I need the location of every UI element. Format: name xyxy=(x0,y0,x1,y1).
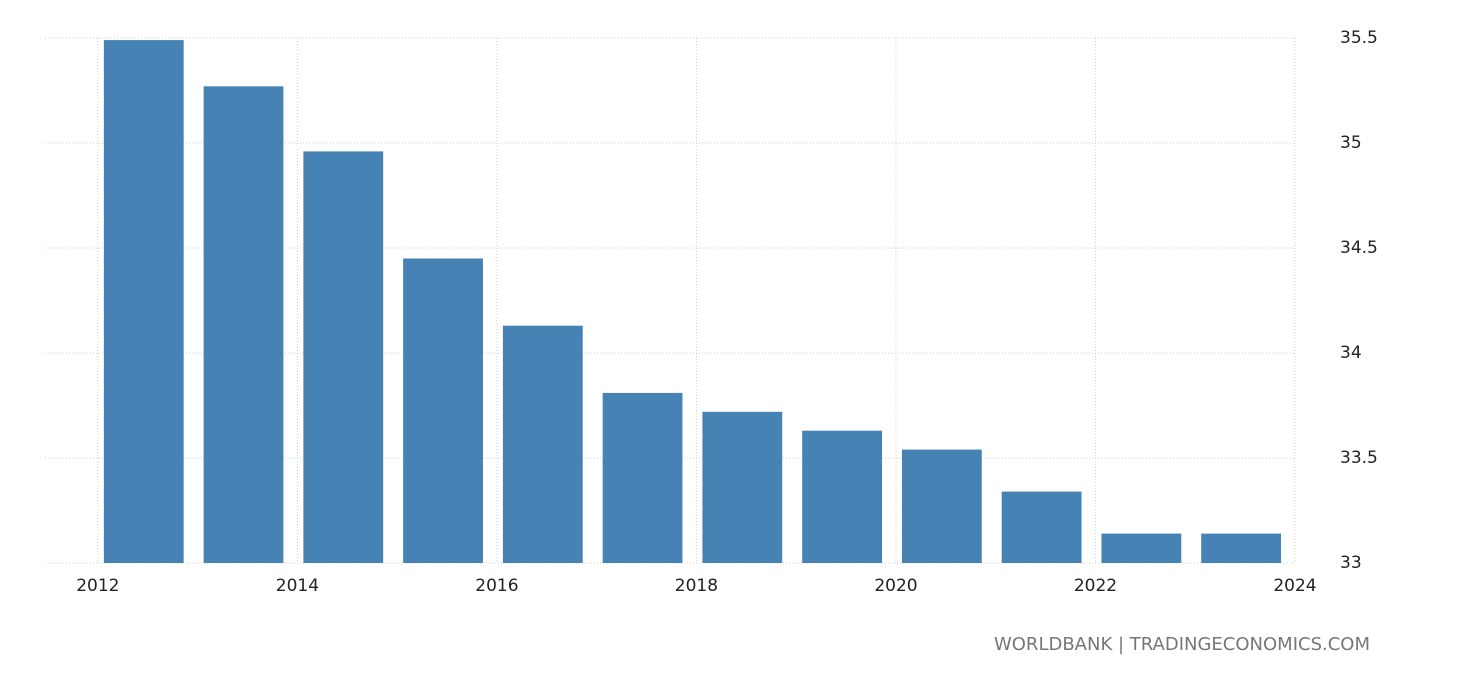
x-tick-label: 2014 xyxy=(276,576,319,596)
bar xyxy=(1101,533,1182,563)
y-tick-label: 35 xyxy=(1340,133,1362,153)
bar xyxy=(403,258,483,563)
bar xyxy=(901,449,982,563)
bar xyxy=(103,40,184,564)
x-tick-label: 2016 xyxy=(475,576,518,596)
bar xyxy=(303,151,384,563)
x-tick-label: 2018 xyxy=(675,576,718,596)
bar xyxy=(602,392,683,563)
bar xyxy=(1001,491,1082,563)
y-tick-label: 34.5 xyxy=(1340,238,1378,258)
y-tick-label: 34 xyxy=(1340,343,1362,363)
x-tick-label: 2012 xyxy=(76,576,119,596)
bar xyxy=(1201,533,1282,563)
source: WORLDBANK | TRADINGECONOMICS.COM xyxy=(994,634,1370,655)
bar xyxy=(702,411,783,563)
y-tick-label: 35.5 xyxy=(1340,28,1378,48)
bar xyxy=(203,86,284,564)
bar xyxy=(502,325,583,563)
bar xyxy=(802,430,882,563)
x-tick-label: 2024 xyxy=(1273,576,1316,596)
x-tick-label: 2022 xyxy=(1074,576,1117,596)
y-tick-label: 33.5 xyxy=(1340,448,1378,468)
y-tick-label: 33 xyxy=(1340,553,1362,573)
x-tick-label: 2020 xyxy=(874,576,917,596)
